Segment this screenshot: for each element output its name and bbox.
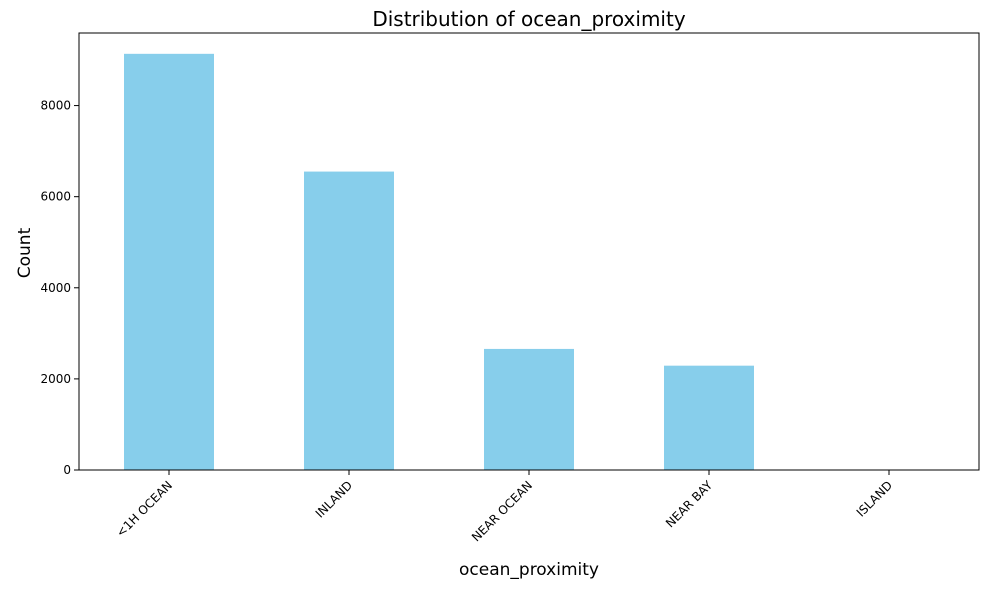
y-tick-label: 0 <box>63 463 71 477</box>
x-tick-label: NEAR BAY <box>663 478 716 531</box>
x-ticks-layer: <1H OCEAN INLAND NEAR OCEAN NEAR BAY ISLAND <box>114 470 896 544</box>
y-tick-label: 6000 <box>40 190 71 204</box>
bar-3 <box>664 366 754 470</box>
x-axis-label: ocean_proximity <box>459 560 599 580</box>
y-ticks-layer: 0 2000 4000 6000 8000 <box>40 99 79 477</box>
y-axis-label: Count <box>15 227 35 278</box>
bars-layer <box>124 54 934 470</box>
bar-1 <box>304 172 394 470</box>
y-tick-label: 2000 <box>40 372 71 386</box>
x-tick-label: <1H OCEAN <box>114 478 176 540</box>
chart-title: Distribution of ocean_proximity <box>372 7 686 31</box>
bar-2 <box>484 349 574 470</box>
bar-0 <box>124 54 214 470</box>
x-tick-label: ISLAND <box>854 478 895 519</box>
x-tick-label: NEAR OCEAN <box>469 478 535 544</box>
x-tick-label: INLAND <box>313 478 355 520</box>
y-tick-label: 8000 <box>40 99 71 113</box>
y-tick-label: 4000 <box>40 281 71 295</box>
